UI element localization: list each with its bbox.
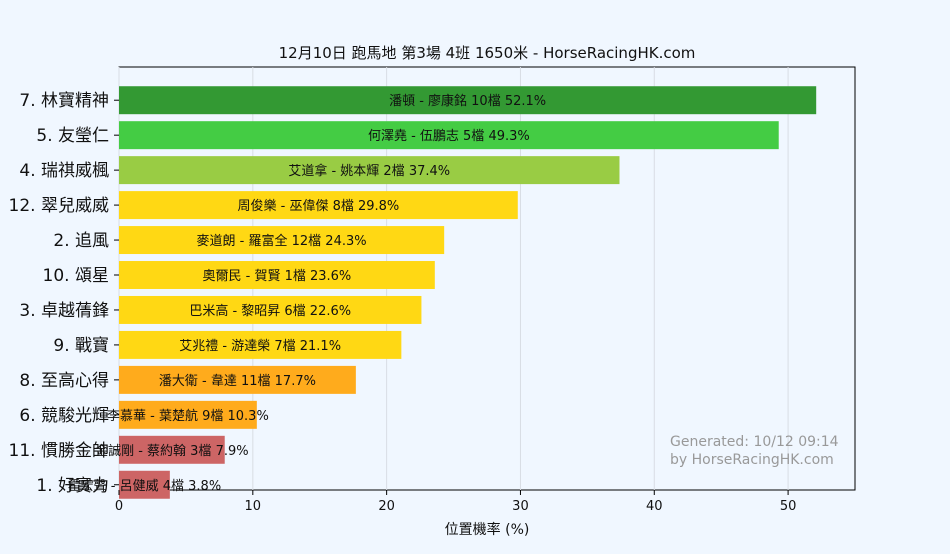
bar-data-label: 麥道朗 - 羅富全 12檔 24.3% — [197, 233, 367, 249]
bar — [119, 435, 225, 464]
bar-data-label: 潘頓 - 廖康銘 10檔 52.1% — [389, 93, 546, 109]
bar — [119, 86, 817, 115]
bar-data-label: 李慕華 - 葉楚航 9檔 10.3% — [107, 408, 269, 424]
bar-data-label: 奧爾民 - 賀賢 1檔 23.6% — [203, 269, 352, 284]
bar-data-label: 周俊樂 - 巫偉傑 8檔 29.8% — [237, 198, 399, 214]
bar — [119, 365, 356, 394]
bar-data-label: 巴米高 - 黎昭昇 6檔 22.6% — [189, 303, 351, 319]
bar — [119, 121, 779, 150]
y-tick-label: 5. 友瑩仁 — [36, 126, 109, 146]
y-tick-label: 1. 好實力 — [36, 476, 109, 496]
y-tick-label: 11. 慣勝金帥 — [9, 441, 109, 461]
chart-title: 12月10日 跑馬地 第3場 4班 1650米 - HorseRacingHK.… — [279, 44, 696, 62]
bar — [119, 226, 445, 255]
bar — [119, 156, 620, 185]
bar — [119, 330, 402, 359]
y-tick-label: 9. 戰寶 — [53, 335, 109, 356]
bar-data-label: 金誠剛 - 蔡約翰 3檔 7.9% — [95, 443, 249, 459]
watermark-line2: by HorseRacingHK.com — [670, 452, 834, 468]
y-tick-label: 8. 至高心得 — [19, 371, 109, 391]
y-tick-label: 2. 追風 — [53, 231, 109, 251]
y-tick-label: 12. 翠兒威威 — [9, 196, 109, 216]
bar-data-label: 潘大衛 - 韋達 11檔 17.7% — [159, 374, 316, 389]
bar — [119, 295, 422, 324]
bar — [119, 400, 257, 429]
y-tick-label: 6. 競駿光輝 — [19, 406, 109, 426]
x-tick-label: 40 — [646, 499, 663, 514]
x-tick-label: 50 — [780, 499, 797, 514]
y-tick-label: 10. 頌星 — [43, 266, 109, 286]
bars: 潘頓 - 廖康銘 10檔 52.1% 何澤堯 - 伍鵬志 5檔 49.3% 艾道拿 … — [68, 86, 817, 499]
x-tick-label: 30 — [512, 499, 529, 514]
bar — [119, 191, 518, 220]
y-tick-label: 3. 卓越蒨鋒 — [19, 301, 109, 321]
x-axis-ticks: 0 10 20 30 40 50 — [115, 490, 797, 514]
y-axis-ticks: 7. 林寶精神 5. 友瑩仁 4. 瑞祺威楓 12. 翠兒威威 2. 追風 10. 頌星 3… — [9, 90, 119, 496]
y-tick-label: 4. 瑞祺威楓 — [19, 161, 109, 181]
y-tick-label: 7. 林寶精神 — [19, 90, 109, 111]
bar-data-label: 何澤堯 - 伍鵬志 5檔 49.3% — [368, 128, 530, 144]
watermark-line1: Generated: 10/12 09:14 — [670, 434, 839, 450]
x-tick-label: 0 — [115, 499, 123, 514]
x-tick-label: 20 — [378, 499, 395, 514]
bar-data-label: 霍宏聲 - 呂健威 4檔 3.8% — [68, 478, 222, 494]
x-axis-label: 位置機率 (%) — [445, 521, 530, 538]
bar — [119, 470, 170, 499]
bar — [119, 261, 435, 289]
x-tick-label: 10 — [245, 499, 262, 514]
bar-data-label: 艾兆禮 - 游達榮 7檔 21.1% — [179, 339, 341, 354]
bar-data-label: 艾道拿 - 姚本輝 2檔 37.4% — [288, 163, 450, 179]
